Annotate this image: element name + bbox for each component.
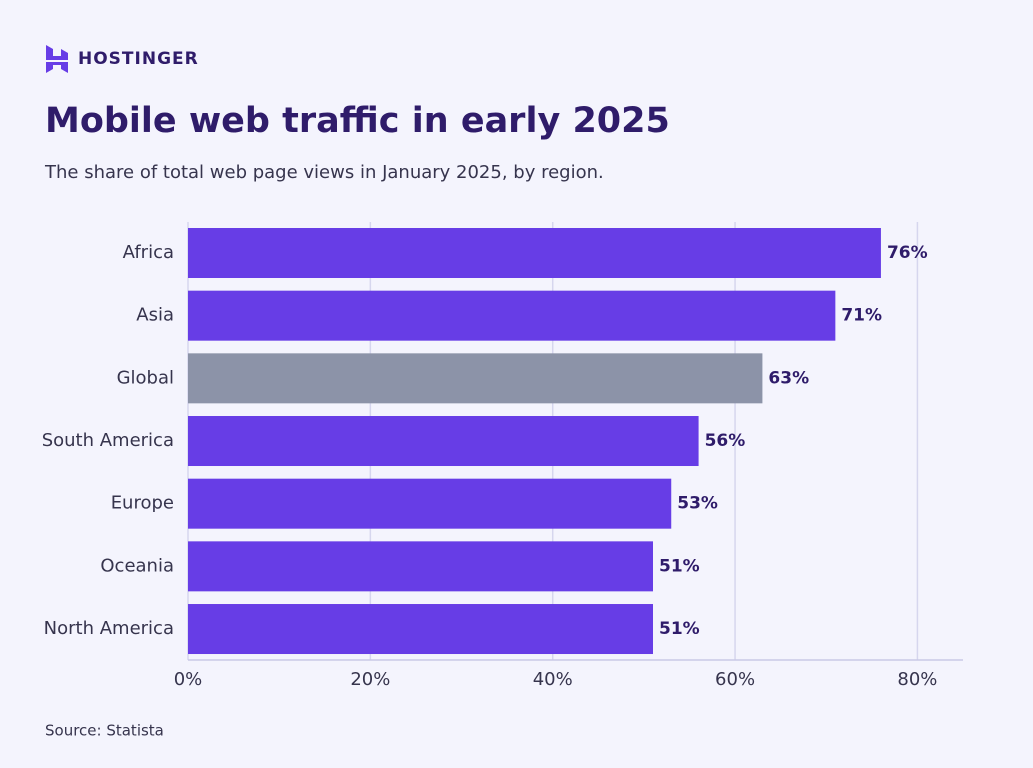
- chart-title: Mobile web traffic in early 2025: [45, 101, 670, 141]
- value-label: 51%: [659, 619, 700, 639]
- category-label: Asia: [136, 305, 174, 326]
- x-tick-label: 20%: [350, 669, 390, 690]
- category-label: North America: [44, 618, 174, 639]
- x-tick-label: 60%: [715, 669, 755, 690]
- value-label: 53%: [677, 494, 718, 514]
- value-label: 76%: [887, 243, 928, 263]
- value-label: 56%: [705, 431, 746, 451]
- chart-subtitle: The share of total web page views in Jan…: [44, 162, 604, 183]
- x-tick-label: 0%: [174, 669, 203, 690]
- value-label: 71%: [841, 306, 882, 326]
- bar: [188, 228, 881, 278]
- category-label: Africa: [123, 242, 174, 263]
- category-label: Europe: [111, 493, 174, 514]
- bar: [188, 541, 653, 592]
- x-tick-label: 40%: [533, 669, 573, 690]
- plot-area: 0% 20% 40% 60% 80% Africa 76% Asia 71% Global 63% S…: [42, 222, 963, 690]
- value-label: 63%: [768, 368, 809, 388]
- category-label: South America: [42, 430, 174, 451]
- logo-icon: [46, 45, 68, 73]
- category-label: Oceania: [100, 555, 174, 576]
- value-label: 51%: [659, 556, 700, 576]
- bar: [188, 604, 653, 655]
- bar: [188, 416, 699, 467]
- source: Source: Statista: [45, 722, 164, 740]
- category-label: Global: [117, 367, 174, 388]
- x-tick-label: 80%: [897, 669, 937, 690]
- brand: HOSTINGER: [78, 49, 199, 69]
- bar: [188, 478, 672, 529]
- bar: [188, 353, 763, 404]
- bar: [188, 290, 836, 341]
